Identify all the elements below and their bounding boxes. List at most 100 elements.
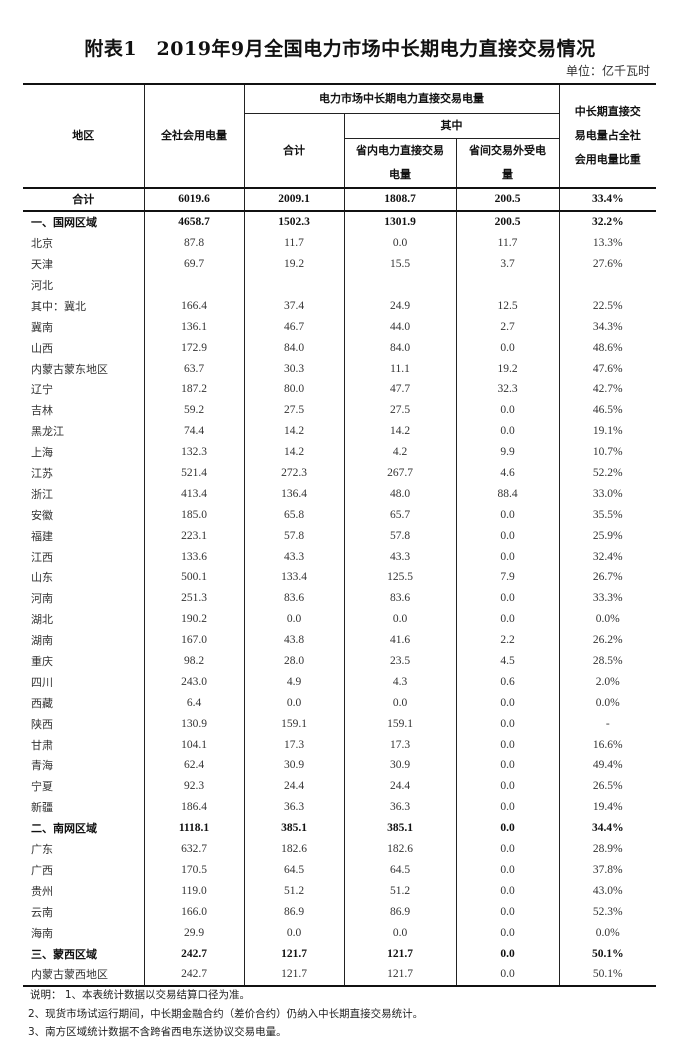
table-row: 西藏 6.4 0.0 0.0 0.0 0.0%	[23, 692, 657, 714]
table-row: 湖南 167.0 43.8 41.6 2.2 26.2%	[23, 629, 657, 651]
cell-region: 北京	[31, 237, 53, 251]
cell-ratio: 34.4%	[558, 817, 657, 839]
cell-inter: 2.7	[455, 316, 560, 338]
cell-inter: 4.6	[455, 462, 560, 484]
cell-region: 冀南	[31, 320, 53, 334]
cell-sum: 17.3	[243, 734, 344, 756]
cell-ratio: 49.4%	[558, 755, 657, 776]
cell-total: 98.2	[143, 650, 244, 672]
cell-intra: 51.2	[343, 880, 456, 902]
cell-total: 4658.7	[143, 210, 244, 233]
cell-ratio: 19.4%	[558, 796, 657, 818]
cell-inter: 0.0	[455, 922, 560, 944]
cell-total: 166.0	[143, 901, 244, 923]
cell-inter: 0.0	[455, 901, 560, 923]
cell-sum: 86.9	[243, 901, 344, 923]
cell-inter	[455, 274, 560, 296]
table-row: 天津 69.7 19.2 15.5 3.7 27.6%	[23, 253, 657, 275]
cell-region: 二、南网区域	[31, 822, 97, 836]
table-row: 北京 87.8 11.7 0.0 11.7 13.3%	[23, 232, 657, 254]
cell-sum: 0.0	[243, 608, 344, 630]
cell-intra: 23.5	[343, 650, 456, 672]
cell-intra: 57.8	[343, 525, 456, 547]
cell-sum: 19.2	[243, 253, 344, 275]
cell-region: 云南	[31, 905, 53, 919]
cell-inter: 0.0	[455, 399, 560, 421]
cell-region: 四川	[31, 675, 53, 689]
cell-intra: 385.1	[343, 817, 456, 839]
cell-total: 62.4	[143, 755, 244, 776]
cell-intra: 0.0	[343, 692, 456, 714]
cell-ratio: 50.1%	[558, 943, 657, 964]
cell-intra: 84.0	[343, 337, 456, 359]
table-row: 湖北 190.2 0.0 0.0 0.0 0.0%	[23, 608, 657, 630]
cell-region: 内蒙古蒙西地区	[23, 963, 144, 987]
cell-inter: 0.0	[455, 713, 560, 735]
cell-total: 632.7	[143, 838, 244, 860]
cell-inter: 88.4	[455, 483, 560, 505]
cell-inter: 0.0	[455, 817, 560, 839]
cell-intra: 24.9	[343, 295, 456, 317]
cell-inter: 0.0	[455, 337, 560, 359]
cell-ratio: 25.9%	[558, 525, 657, 547]
cell-inter: 200.5	[455, 187, 560, 212]
cell-inter: 0.0	[455, 587, 560, 609]
cell-sum: 30.9	[243, 755, 344, 776]
header-inter-text: 省间交易外受电量	[469, 144, 546, 181]
cell-total: 242.7	[143, 943, 244, 964]
cell-sum: 80.0	[243, 379, 344, 400]
cell-region: 新疆	[31, 801, 53, 815]
cell-region: 贵州	[31, 884, 53, 898]
cell-sum: 83.6	[243, 587, 344, 609]
cell-ratio: 48.6%	[558, 337, 657, 359]
cell-ratio: 46.5%	[558, 399, 657, 421]
cell-total: 130.9	[143, 713, 244, 735]
table-row: 福建 223.1 57.8 57.8 0.0 25.9%	[23, 525, 657, 547]
cell-total: 29.9	[143, 922, 244, 944]
cell-intra: 0.0	[343, 608, 456, 630]
cell-region: 河南	[31, 592, 53, 606]
table-row: 贵州 119.0 51.2 51.2 0.0 43.0%	[23, 880, 657, 902]
cell-inter: 0.0	[455, 608, 560, 630]
cell-region: 黑龙江	[31, 425, 64, 439]
cell-sum: 65.8	[243, 504, 344, 526]
cell-region: 辽宁	[31, 383, 53, 397]
cell-total: 119.0	[143, 880, 244, 902]
header-direct-trade-group: 电力市场中长期电力直接交易电量	[243, 83, 560, 114]
cell-sum	[243, 274, 344, 296]
header-of-which: 其中	[343, 113, 560, 139]
cell-sum: 84.0	[243, 337, 344, 359]
cell-ratio: 16.6%	[558, 734, 657, 756]
cell-total: 190.2	[143, 608, 244, 630]
cell-region: 其中：冀北	[31, 299, 86, 313]
cell-intra: 47.7	[343, 379, 456, 400]
cell-intra: 0.0	[343, 922, 456, 944]
cell-ratio: 28.9%	[558, 838, 657, 860]
cell-region: 上海	[31, 446, 53, 460]
cell-intra	[343, 274, 456, 296]
cell-ratio: 33.0%	[558, 483, 657, 505]
cell-inter: 11.7	[455, 232, 560, 254]
notes: 说明： 1、本表统计数据以交易结算口径为准。 2、现货市场试运行期间，中长期金融…	[28, 986, 423, 1042]
cell-ratio: 52.2%	[558, 462, 657, 484]
cell-intra: 121.7	[343, 943, 456, 964]
cell-intra: 1301.9	[343, 210, 456, 233]
cell-intra: 36.3	[343, 796, 456, 818]
cell-intra: 0.0	[343, 232, 456, 254]
table-row: 广西 170.5 64.5 64.5 0.0 37.8%	[23, 859, 657, 881]
cell-total: 6.4	[143, 692, 244, 714]
cell-ratio: 0.0%	[558, 608, 657, 630]
cell-sum: 36.3	[243, 796, 344, 818]
cell-region: 西藏	[31, 696, 53, 710]
cell-ratio: 26.5%	[558, 775, 657, 797]
cell-intra: 1808.7	[343, 187, 456, 212]
cell-ratio: 0.0%	[558, 692, 657, 714]
cell-total: 223.1	[143, 525, 244, 547]
cell-inter: 4.5	[455, 650, 560, 672]
cell-region: 浙江	[31, 487, 53, 501]
cell-inter: 0.0	[455, 859, 560, 881]
cell-intra: 121.7	[343, 963, 456, 987]
cell-ratio: 33.3%	[558, 587, 657, 609]
cell-sum: 57.8	[243, 525, 344, 547]
cell-total: 251.3	[143, 587, 244, 609]
